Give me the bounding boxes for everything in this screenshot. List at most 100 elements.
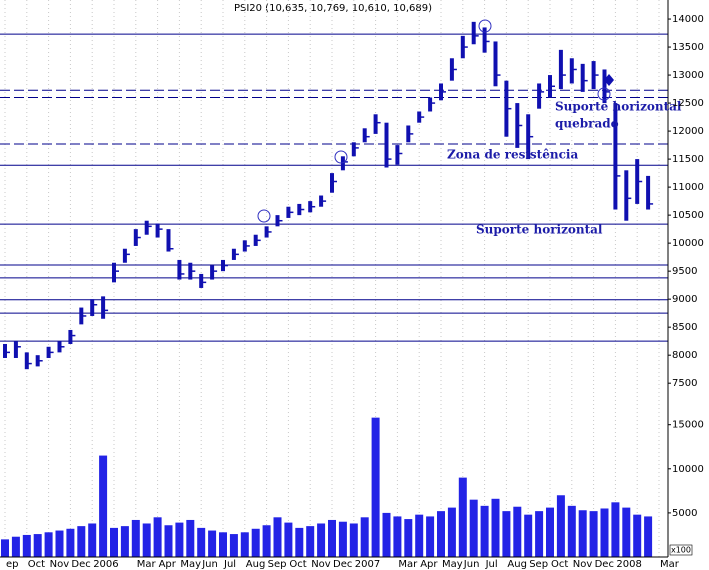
y-tick-label: 11000	[672, 182, 704, 193]
y-tick-label: 8000	[672, 350, 697, 361]
volume-bar	[447, 507, 456, 557]
volume-bar	[295, 527, 304, 557]
x-tick-label: Nov	[311, 559, 331, 570]
volume-bar	[208, 530, 217, 557]
volume-bar	[644, 516, 653, 557]
volume-bar	[164, 525, 173, 557]
y-tick-label: 7500	[672, 378, 697, 389]
price-bar	[395, 145, 400, 165]
volume-bar	[229, 534, 238, 557]
y-tick-label: 13000	[672, 70, 704, 81]
volume-bar	[219, 532, 227, 557]
smiley	[334, 150, 348, 164]
price-bar	[646, 175, 651, 210]
volume-bar	[415, 514, 424, 557]
volume-bar	[458, 477, 467, 557]
volume-bar	[262, 525, 271, 557]
x-tick-label: Dec	[333, 559, 352, 570]
y-tick-label: 9000	[672, 294, 697, 305]
volume-bar	[284, 522, 293, 557]
volume-bar	[306, 526, 315, 557]
x-tick-label: 2007	[355, 559, 380, 570]
volume-bar	[131, 519, 140, 557]
volume-bar	[317, 523, 326, 557]
volume-bar	[371, 417, 380, 557]
volume-bar	[567, 505, 576, 557]
grid	[0, 0, 668, 557]
price-bar	[602, 69, 607, 104]
price-bar	[112, 262, 116, 283]
marker-diamond	[604, 74, 614, 86]
price-bar	[482, 27, 487, 53]
volume-bar	[142, 523, 151, 557]
volume-bar	[382, 512, 391, 557]
price-bar	[624, 170, 629, 221]
y-tick-label: 12500	[672, 98, 704, 109]
volume-bar	[480, 505, 489, 557]
volume-bar	[426, 516, 435, 557]
price-bar	[362, 128, 367, 143]
volume-bar	[186, 519, 195, 557]
price-bar	[101, 296, 106, 319]
volume-bar	[22, 534, 31, 557]
y-tick-label: 11500	[672, 154, 704, 165]
volume-bar	[535, 511, 544, 557]
volume-bar	[633, 514, 642, 557]
volume-bar	[338, 521, 347, 557]
volume-bar	[611, 502, 620, 557]
y2-tick-label: 10000	[672, 464, 704, 475]
y-tick-label: 13500	[672, 42, 704, 53]
annotation: Suporte horizontal	[476, 223, 603, 237]
volume-bar	[589, 511, 598, 557]
price-bar	[177, 259, 182, 280]
volume-bar	[110, 527, 118, 557]
volume-bar	[240, 532, 249, 557]
x-tick-label: Oct	[551, 559, 568, 570]
price-bar	[580, 63, 585, 92]
price-bar	[569, 58, 574, 84]
price-bar	[384, 122, 389, 168]
price-bar	[68, 329, 73, 344]
price-bar	[351, 142, 356, 157]
smiley	[257, 209, 271, 223]
price-bar	[471, 21, 476, 45]
x-tick-label: Oct	[289, 559, 306, 570]
price-bar	[144, 220, 149, 235]
x-tick-label: Apr	[420, 559, 438, 570]
volume-bar	[88, 523, 97, 557]
annotation: Suporte horizontal	[555, 100, 682, 114]
y-tick-label: 8500	[672, 322, 697, 333]
volume-bar	[524, 514, 533, 557]
smiley	[597, 87, 611, 101]
volume-bar	[197, 527, 206, 557]
volume-bar	[578, 510, 587, 557]
x-tick-label: Jun	[201, 559, 218, 570]
price-bar	[90, 299, 95, 316]
x-tick-label: Jul	[223, 559, 236, 570]
x-tick-label: Sep	[529, 559, 548, 570]
price-bar	[210, 265, 215, 280]
volume-bar	[66, 528, 75, 557]
x-tick-label: Dec	[71, 559, 90, 570]
volume-bar	[513, 506, 522, 557]
volume-bar	[393, 516, 402, 557]
price-bar	[373, 114, 378, 134]
price-bar	[155, 223, 160, 238]
volume-bar	[99, 455, 108, 557]
volume-bar	[360, 517, 369, 557]
y-tick-label: 12000	[672, 126, 704, 137]
annotation: quebrado	[555, 117, 619, 131]
price-bar	[122, 248, 127, 263]
price-bar	[537, 83, 542, 109]
x-tick-label: Jul	[485, 559, 498, 570]
volume-bar	[437, 511, 445, 557]
price-bar	[330, 173, 334, 193]
price-bar	[24, 352, 29, 370]
x-tick-label: Oct	[28, 559, 45, 570]
annotation: Zona de resistência	[447, 148, 578, 162]
x-tick-label: May	[180, 559, 201, 570]
x-tick-label: Mar	[398, 559, 418, 570]
x-tick-label: Nov	[50, 559, 70, 570]
